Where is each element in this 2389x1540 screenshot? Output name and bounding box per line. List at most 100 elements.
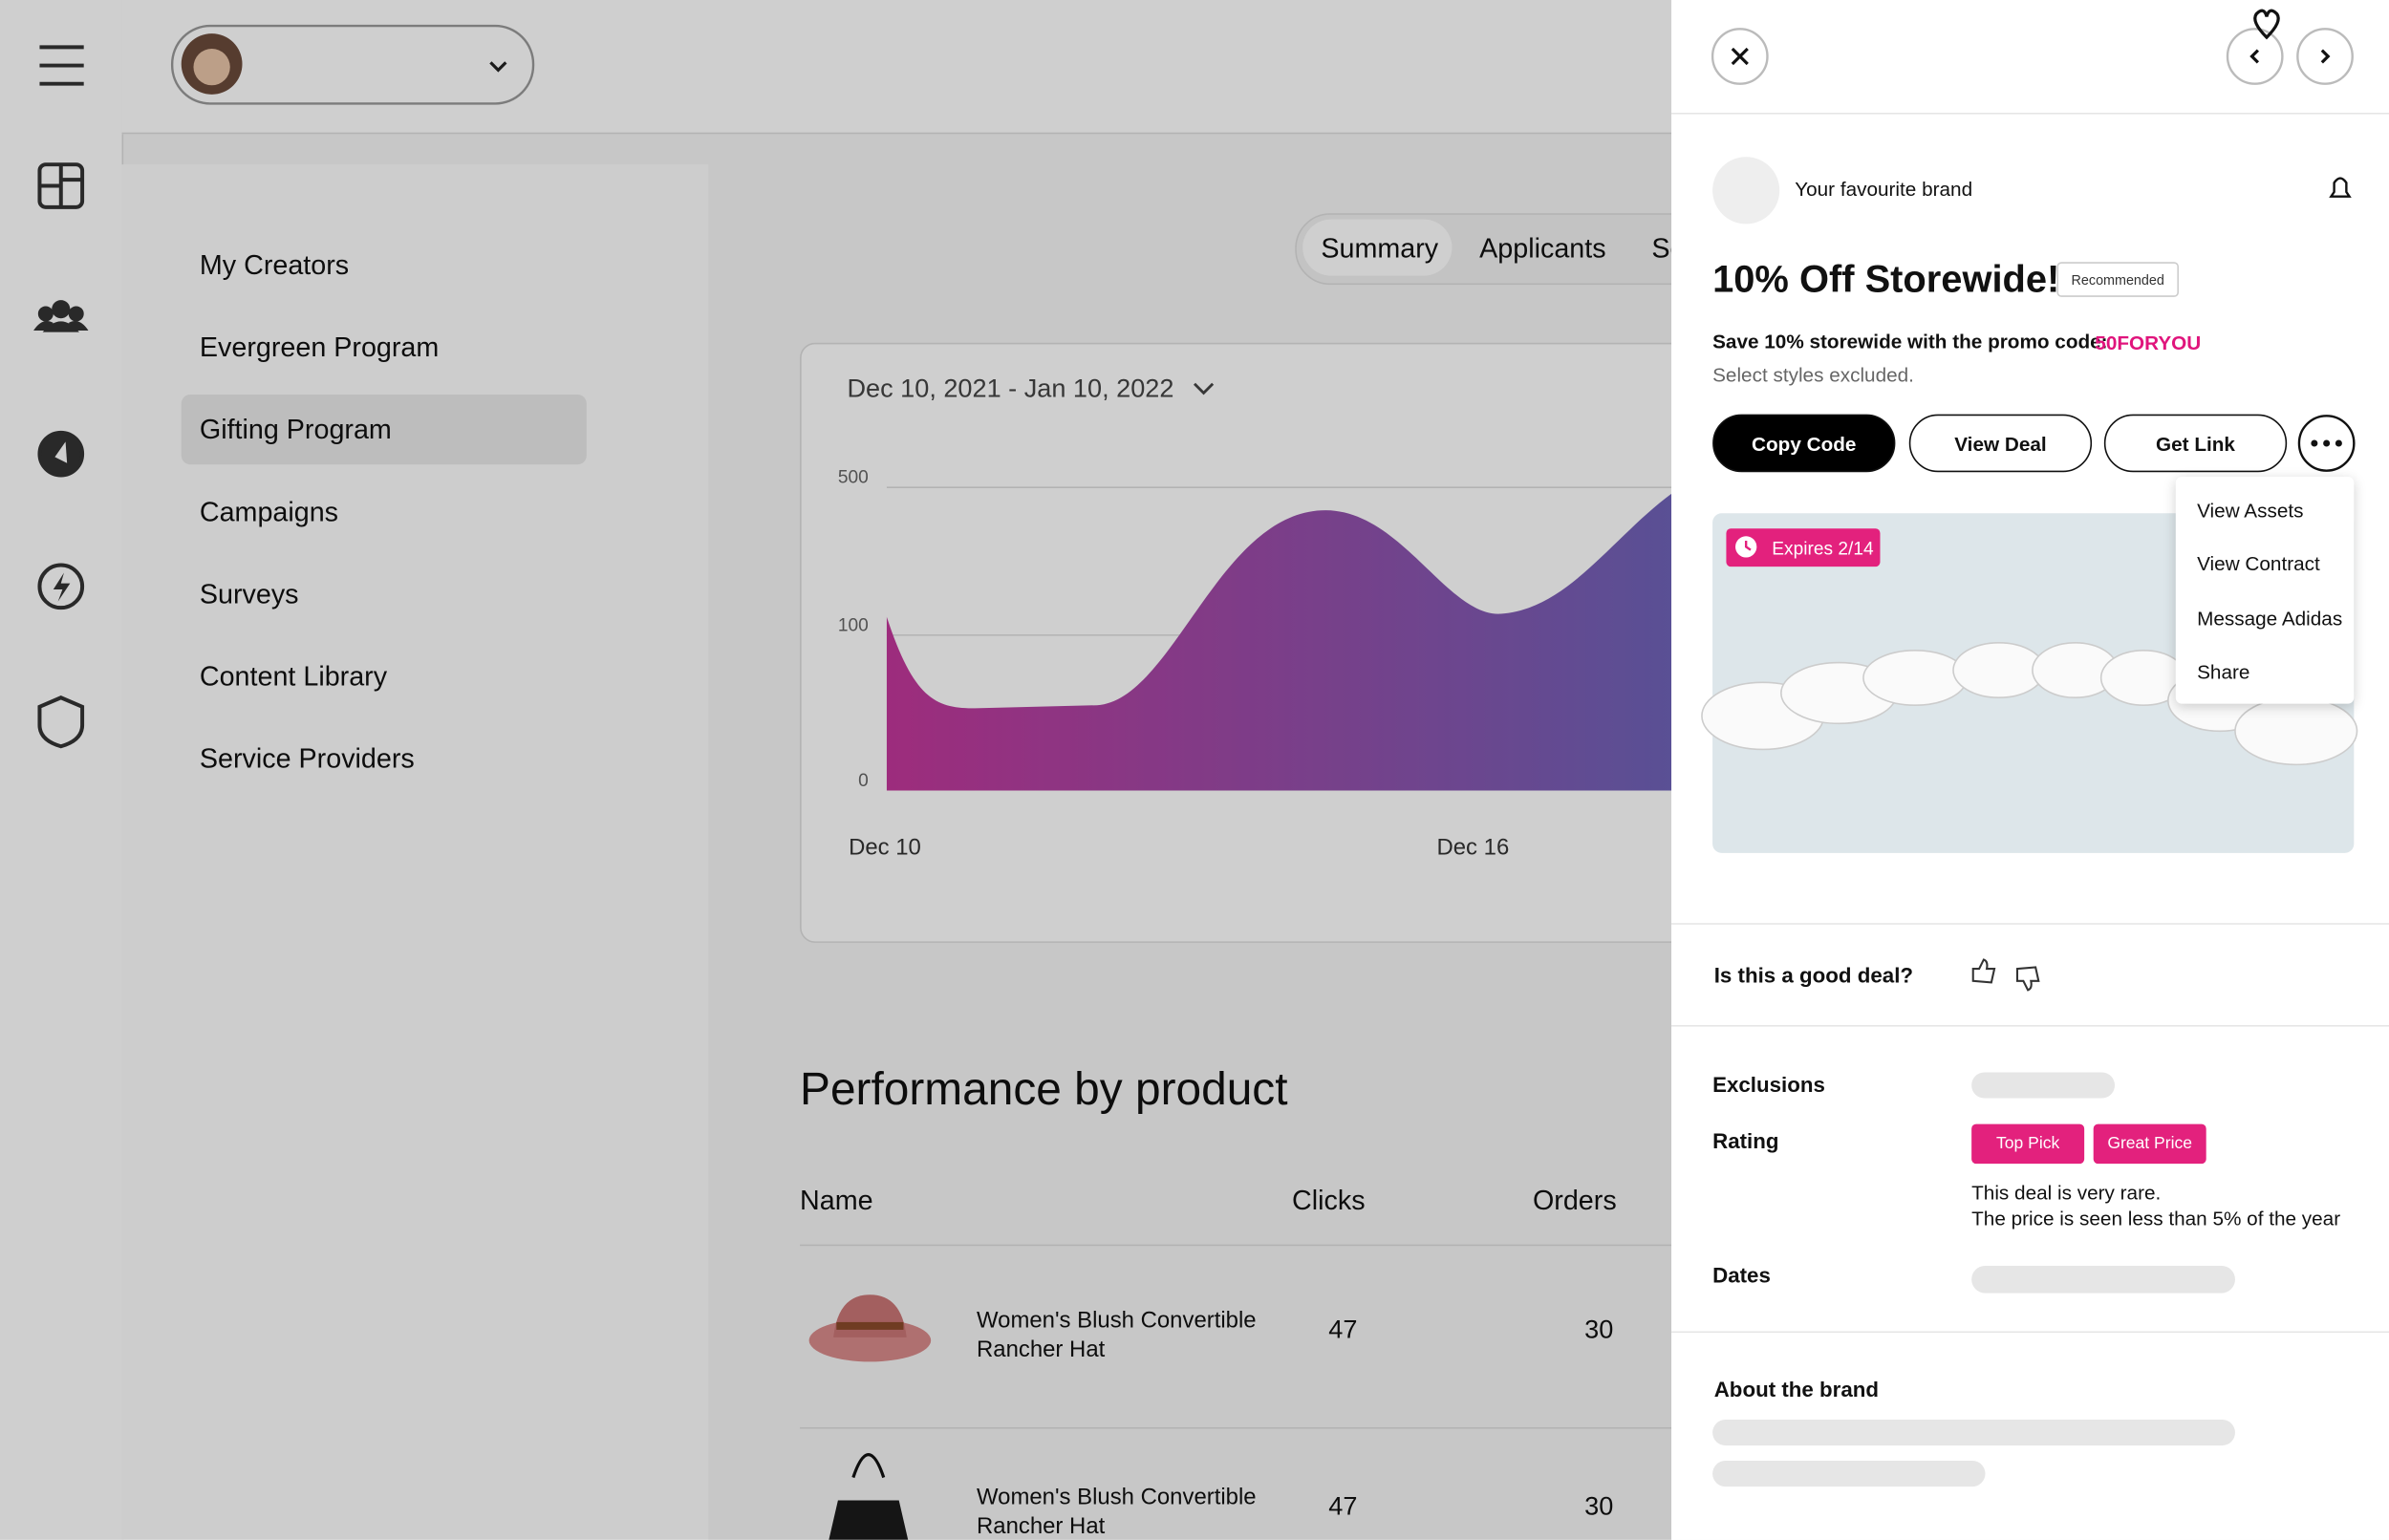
menu-item[interactable]: Share (2197, 660, 2250, 684)
decoration (836, 1321, 904, 1330)
get-link-button[interactable]: Get Link (2103, 414, 2288, 473)
promo-code[interactable]: 50FORYOU (2095, 331, 2202, 354)
decoration (33, 321, 54, 331)
decoration (2323, 439, 2331, 447)
area (886, 493, 1672, 791)
decoration (1862, 650, 1969, 706)
compass-needle (54, 441, 68, 463)
decoration (52, 300, 71, 319)
activity-icon[interactable] (37, 563, 85, 610)
account-switcher[interactable] (170, 24, 535, 105)
decoration (2320, 49, 2331, 64)
thumbs-down[interactable] (2015, 966, 2040, 992)
decoration (37, 45, 85, 749)
decoration (1711, 28, 2354, 85)
next-button[interactable] (2296, 28, 2354, 85)
tab[interactable]: Applicants (1479, 232, 1606, 264)
nav-item[interactable] (181, 394, 587, 465)
date-range[interactable]: Dec 10, 2021 - Jan 10, 2022 (847, 373, 1173, 402)
product-name: Rancher Hat (977, 1513, 1106, 1540)
rating-tag: Great Price (2093, 1123, 2206, 1165)
row-divider (800, 1426, 1672, 1429)
nav-item[interactable] (181, 641, 587, 712)
rating-text: This deal is very rare. (1971, 1181, 2162, 1205)
decoration (193, 49, 230, 86)
subnav-panel (121, 164, 709, 1540)
decoration (1952, 642, 2046, 699)
menu-icon[interactable] (39, 45, 84, 86)
section-title: Performance by product (800, 1064, 1288, 1116)
skeleton (1712, 1419, 2235, 1446)
brand-name[interactable]: Your favourite brand (1795, 177, 1973, 201)
divider (1671, 923, 2389, 925)
creators-icon[interactable] (33, 300, 89, 332)
y-label: 500 (838, 468, 869, 488)
nav-label: Evergreen Program (199, 332, 440, 363)
divider (1671, 112, 2389, 115)
product-name: Rancher Hat (977, 1337, 1106, 1363)
hat-image (808, 1294, 932, 1362)
bag-image (829, 1453, 909, 1540)
nav-item[interactable] (181, 723, 587, 794)
favorite-icon[interactable] (2253, 9, 2280, 40)
skeleton (1971, 1265, 2235, 1294)
skeleton (1971, 1072, 2116, 1099)
prev-button[interactable] (2226, 28, 2284, 85)
menu-item[interactable]: Message Adidas (2197, 607, 2343, 631)
column-header: Orders (1532, 1185, 1617, 1216)
nav-item[interactable] (181, 311, 587, 383)
tab-active-bg (1302, 219, 1453, 276)
menu-item[interactable]: View Assets (2197, 499, 2304, 523)
decoration (2234, 696, 2358, 766)
column-header: Clicks (1292, 1185, 1366, 1216)
nav-item[interactable] (181, 559, 587, 630)
brand-logo (1712, 157, 1780, 225)
nav-item[interactable] (181, 477, 587, 547)
expires-badge (1726, 528, 1881, 567)
skeleton (1712, 1461, 1986, 1487)
tab[interactable]: Summary (1321, 232, 1439, 264)
chevron[interactable] (1193, 382, 1215, 396)
decoration (489, 61, 507, 73)
feedback-question: Is this a good deal? (1713, 962, 1914, 988)
y-label: 0 (858, 771, 869, 791)
nav-item[interactable] (181, 229, 587, 301)
decoration (1731, 9, 2352, 198)
clicks-cell: 47 (1328, 1491, 1358, 1521)
panel-icons (1701, 9, 2358, 992)
modal-overlay[interactable] (0, 0, 1672, 1540)
detail-label: Rating (1712, 1128, 1779, 1153)
orders-cell: 30 (1584, 1315, 1614, 1345)
deal-title: 10% Off Storewide! (1712, 258, 2060, 301)
bolt (53, 572, 71, 602)
menu-item[interactable]: View Contract (2197, 551, 2320, 575)
decoration (2335, 439, 2342, 447)
view-deal-button[interactable]: View Deal (1908, 414, 2093, 473)
notify-icon[interactable] (2329, 177, 2352, 198)
decoration (68, 306, 84, 322)
decoration (2249, 49, 2260, 64)
product-name: Women's Blush Convertible (977, 1307, 1257, 1334)
copy-code-button[interactable]: Copy Code (1712, 414, 1896, 473)
clicks-cell: 47 (1328, 1315, 1358, 1345)
thumbs-up[interactable] (1971, 958, 1996, 984)
divider (1671, 1331, 2389, 1334)
nav-label: Surveys (199, 578, 299, 610)
product-name: Women's Blush Convertible (977, 1484, 1257, 1510)
dashboard-icon[interactable] (37, 162, 85, 209)
nav-label: Content Library (199, 660, 388, 692)
nav-label: Service Providers (199, 743, 415, 774)
nav-label: Gifting Program (199, 414, 392, 445)
nav-label: Campaigns (199, 496, 339, 527)
expires-label: Expires 2/14 (1772, 537, 1874, 560)
decoration (1744, 541, 1752, 551)
security-icon[interactable] (37, 695, 85, 749)
decoration (170, 24, 535, 105)
divider (1671, 1025, 2389, 1027)
orders-cell: 30 (1584, 1491, 1614, 1521)
rating-tag: Top Pick (1971, 1123, 2085, 1165)
row-divider (800, 1244, 1672, 1247)
detail-label: Dates (1712, 1262, 1771, 1288)
